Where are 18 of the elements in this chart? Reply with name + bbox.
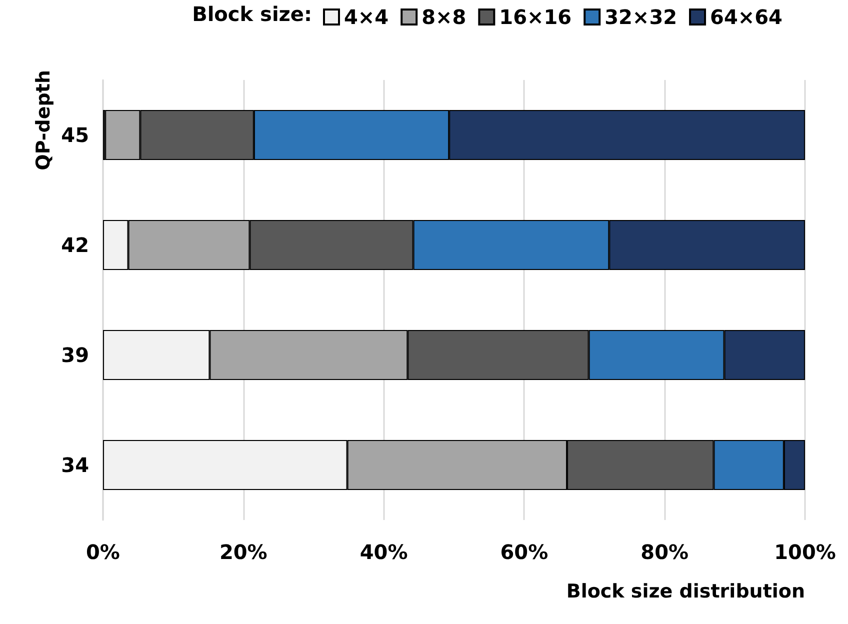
y-tick-label: 42 <box>61 233 89 257</box>
y-axis-title: QP-depth <box>32 70 54 170</box>
x-tick-label: 60% <box>500 540 548 564</box>
x-tick-label: 0% <box>86 540 120 564</box>
y-tick-label: 34 <box>61 453 89 477</box>
y-tick-label: 39 <box>61 343 89 367</box>
legend-label: 8×8 <box>422 5 466 29</box>
y-tick-label: 45 <box>61 123 89 147</box>
legend-title: Block size: <box>192 2 312 26</box>
x-tick-label: 100% <box>774 540 836 564</box>
x-tick-label: 40% <box>360 540 408 564</box>
x-axis-title: Block size distribution <box>566 580 805 602</box>
legend-label: 32×32 <box>604 5 678 29</box>
x-tick-label: 80% <box>640 540 689 564</box>
legend-label: 4×4 <box>344 5 389 29</box>
legend-label: 64×64 <box>710 5 782 29</box>
legend-label: 16×16 <box>499 5 572 29</box>
x-tick-label: 20% <box>219 540 268 564</box>
